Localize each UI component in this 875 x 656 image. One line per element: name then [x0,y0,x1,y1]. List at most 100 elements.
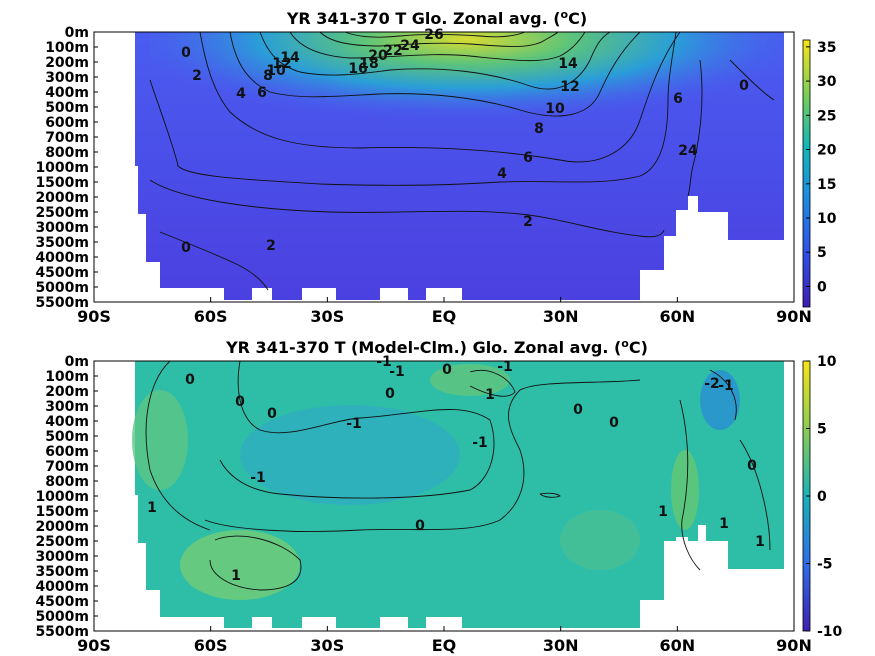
contour-label: 1 [755,534,765,550]
y-tick-label: 4500m [35,265,89,281]
contour-label: -1 [346,416,362,432]
contour-label: 2 [266,238,276,254]
plot1-x-axis: 90S 60S 30S EQ 30N 60N 90N [77,297,812,326]
contour-label: 6 [257,85,267,101]
y-tick-label: 2000m [35,190,89,206]
x-tick-label: 90S [77,307,111,326]
y-tick-label: 600m [45,444,89,460]
contour-label: 0 [181,240,191,256]
x-tick-label: 60S [194,307,228,326]
x-tick-label: EQ [432,307,457,326]
y-tick-label: 800m [45,145,89,161]
y-tick-label: 800m [45,474,89,490]
contour-label: 0 [267,406,277,422]
plot1-contours [149,31,775,291]
contour-label: 6 [523,150,533,166]
contour-label: 24 [400,38,420,54]
x-tick-label: 90N [776,636,812,655]
y-tick-label: 5000m [35,280,89,296]
colorbar-tick-label: 5 [817,245,827,261]
colorbar-tick-label: 0 [817,279,827,295]
contour-label: 6 [673,91,683,107]
contour-label: 14 [280,50,300,66]
contour-label: 18 [359,56,378,72]
contour-label: 0 [573,402,583,418]
plot1-contour-labels: 0 2 4 6 8 10 12 14 16 18 20 22 24 26 4 6… [181,27,749,256]
y-tick-label: 1000m [35,160,89,176]
x-tick-label: 30N [543,307,579,326]
x-tick-label: 90S [77,636,111,655]
contour-label: -1 [376,354,392,370]
panel2-title: YR 341-370 T (Model-Clm.) Glo. Zonal avg… [225,337,648,357]
y-tick-label: 3000m [35,220,89,236]
contour-label: 0 [442,362,452,378]
y-tick-label: 500m [45,429,89,445]
colorbar1-ticks: 35 30 25 20 15 10 5 0 [806,40,837,295]
colorbar-tick-label: 10 [817,211,837,227]
plot1-y-axis: 0m100m200m300m400m500m600m700m800m1000m1… [35,25,98,311]
y-tick-label: 400m [45,414,89,430]
x-tick-label: 60N [660,307,696,326]
y-tick-label: 0m [65,25,89,41]
y-tick-label: 4000m [35,250,89,266]
contour-label: 0 [415,518,425,534]
contour-label: 26 [424,27,443,43]
contour-label: -1 [389,364,405,380]
y-tick-label: 2000m [35,519,89,535]
y-tick-label: 3000m [35,549,89,565]
colorbar-tick-label: 5 [817,422,827,438]
y-tick-label: 1500m [35,504,89,520]
contour-label: 8 [534,121,544,137]
x-tick-label: 30S [310,636,344,655]
y-tick-label: 700m [45,459,89,475]
panel-temperature: YR 341-370 T Glo. Zonal avg. (oC) 0 2 4 … [35,8,836,326]
contour-label: 1 [658,504,668,520]
contour-label: 1 [231,568,241,584]
colorbar-tick-label: 10 [817,354,837,370]
colorbar-tick-label: 30 [817,74,837,90]
y-tick-label: 4000m [35,579,89,595]
y-tick-label: 5500m [35,624,89,640]
contour-label: 10 [266,63,286,79]
contour-label: 14 [558,56,578,72]
y-tick-label: 300m [45,399,89,415]
panel-temperature-anomaly: YR 341-370 T (Model-Clm.) Glo. Zonal avg… [35,337,842,655]
contour-label: 0 [385,386,395,402]
contour-label: 0 [747,458,757,474]
y-tick-label: 3500m [35,235,89,251]
y-tick-label: 2500m [35,205,89,221]
contour-label: 12 [560,79,579,95]
y-tick-label: 0m [65,354,89,370]
contour-label: 0 [235,394,245,410]
y-tick-label: 500m [45,100,89,116]
contour-label: 24 [678,143,698,159]
colorbar-tick-label: 35 [817,40,836,56]
plot2-x-axis: 90S 60S 30S EQ 30N 60N 90N [77,626,812,655]
y-tick-label: 300m [45,70,89,86]
y-tick-label: 700m [45,130,89,146]
contour-label: -1 [250,470,266,486]
x-tick-label: 60S [194,636,228,655]
y-tick-label: 2500m [35,534,89,550]
contour-label: 0 [181,45,191,61]
contour-label: 0 [609,415,619,431]
y-tick-label: 4500m [35,594,89,610]
y-tick-label: 100m [45,40,89,56]
contour-label: 22 [383,43,402,59]
contour-label: 1 [485,387,495,403]
y-tick-label: 1500m [35,175,89,191]
contour-label: 12 [272,56,291,72]
colorbar-tick-label: 25 [817,108,836,124]
x-tick-label: 30S [310,307,344,326]
plot1-warm-water [150,32,784,180]
contour-label: 8 [263,68,273,84]
contour-label: 20 [368,48,388,64]
x-tick-label: EQ [432,636,457,655]
y-tick-label: 5000m [35,609,89,625]
colorbar-tick-label: 15 [817,177,836,193]
y-tick-label: 200m [45,384,89,400]
contour-label: 1 [147,500,157,516]
contour-label: 0 [185,372,195,388]
contour-label: -1 [718,378,734,394]
